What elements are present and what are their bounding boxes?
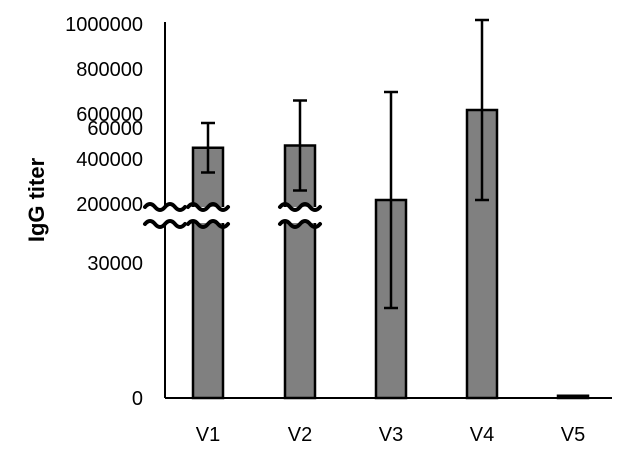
bar-break-v2-upper-wave bbox=[278, 202, 322, 212]
y-tick-label: 400000 bbox=[76, 149, 143, 171]
y-tick-label: 1000000 bbox=[65, 14, 143, 36]
error-bars-group bbox=[201, 18, 489, 310]
y-tick-labels: 0 30000 60000 90000 200000 400000 600000 800000… bbox=[65, 0, 143, 410]
x-tick-labels: V1 V2 V3 V4 V5 bbox=[196, 424, 585, 446]
x-tick-label: V3 bbox=[379, 424, 403, 446]
bar-break-v1-lower-wave bbox=[186, 219, 230, 229]
x-tick-label: V1 bbox=[196, 424, 220, 446]
bar-break-v1-gap bbox=[188, 207, 228, 223]
bar-break-v2-gap bbox=[280, 207, 320, 223]
y-tick-label: 60000 bbox=[87, 118, 143, 140]
bar-v4 bbox=[465, 108, 499, 400]
axis-break-lower-wave bbox=[143, 219, 187, 229]
y-axis-label: IgG titer bbox=[24, 157, 49, 242]
y-tick-label: 800000 bbox=[76, 59, 143, 81]
x-tick-label: V5 bbox=[561, 424, 585, 446]
y-tick-label: 90000 bbox=[87, 0, 143, 5]
x-tick-label: V4 bbox=[470, 424, 494, 446]
bar-v1 bbox=[191, 146, 225, 400]
y-tick-label: 30000 bbox=[87, 253, 143, 275]
axis-break-upper-wave bbox=[143, 202, 187, 212]
bar-break-v2-lower-wave bbox=[278, 219, 322, 229]
y-tick-label: 200000 bbox=[76, 194, 143, 216]
y-tick-label: 0 bbox=[132, 388, 143, 410]
axis-break-marks bbox=[143, 202, 322, 229]
axis-break-gap bbox=[145, 207, 185, 223]
x-tick-label: V2 bbox=[288, 424, 312, 446]
y-tick-label: 600000 bbox=[76, 104, 143, 126]
bar-break-v1-upper-wave bbox=[186, 202, 230, 212]
